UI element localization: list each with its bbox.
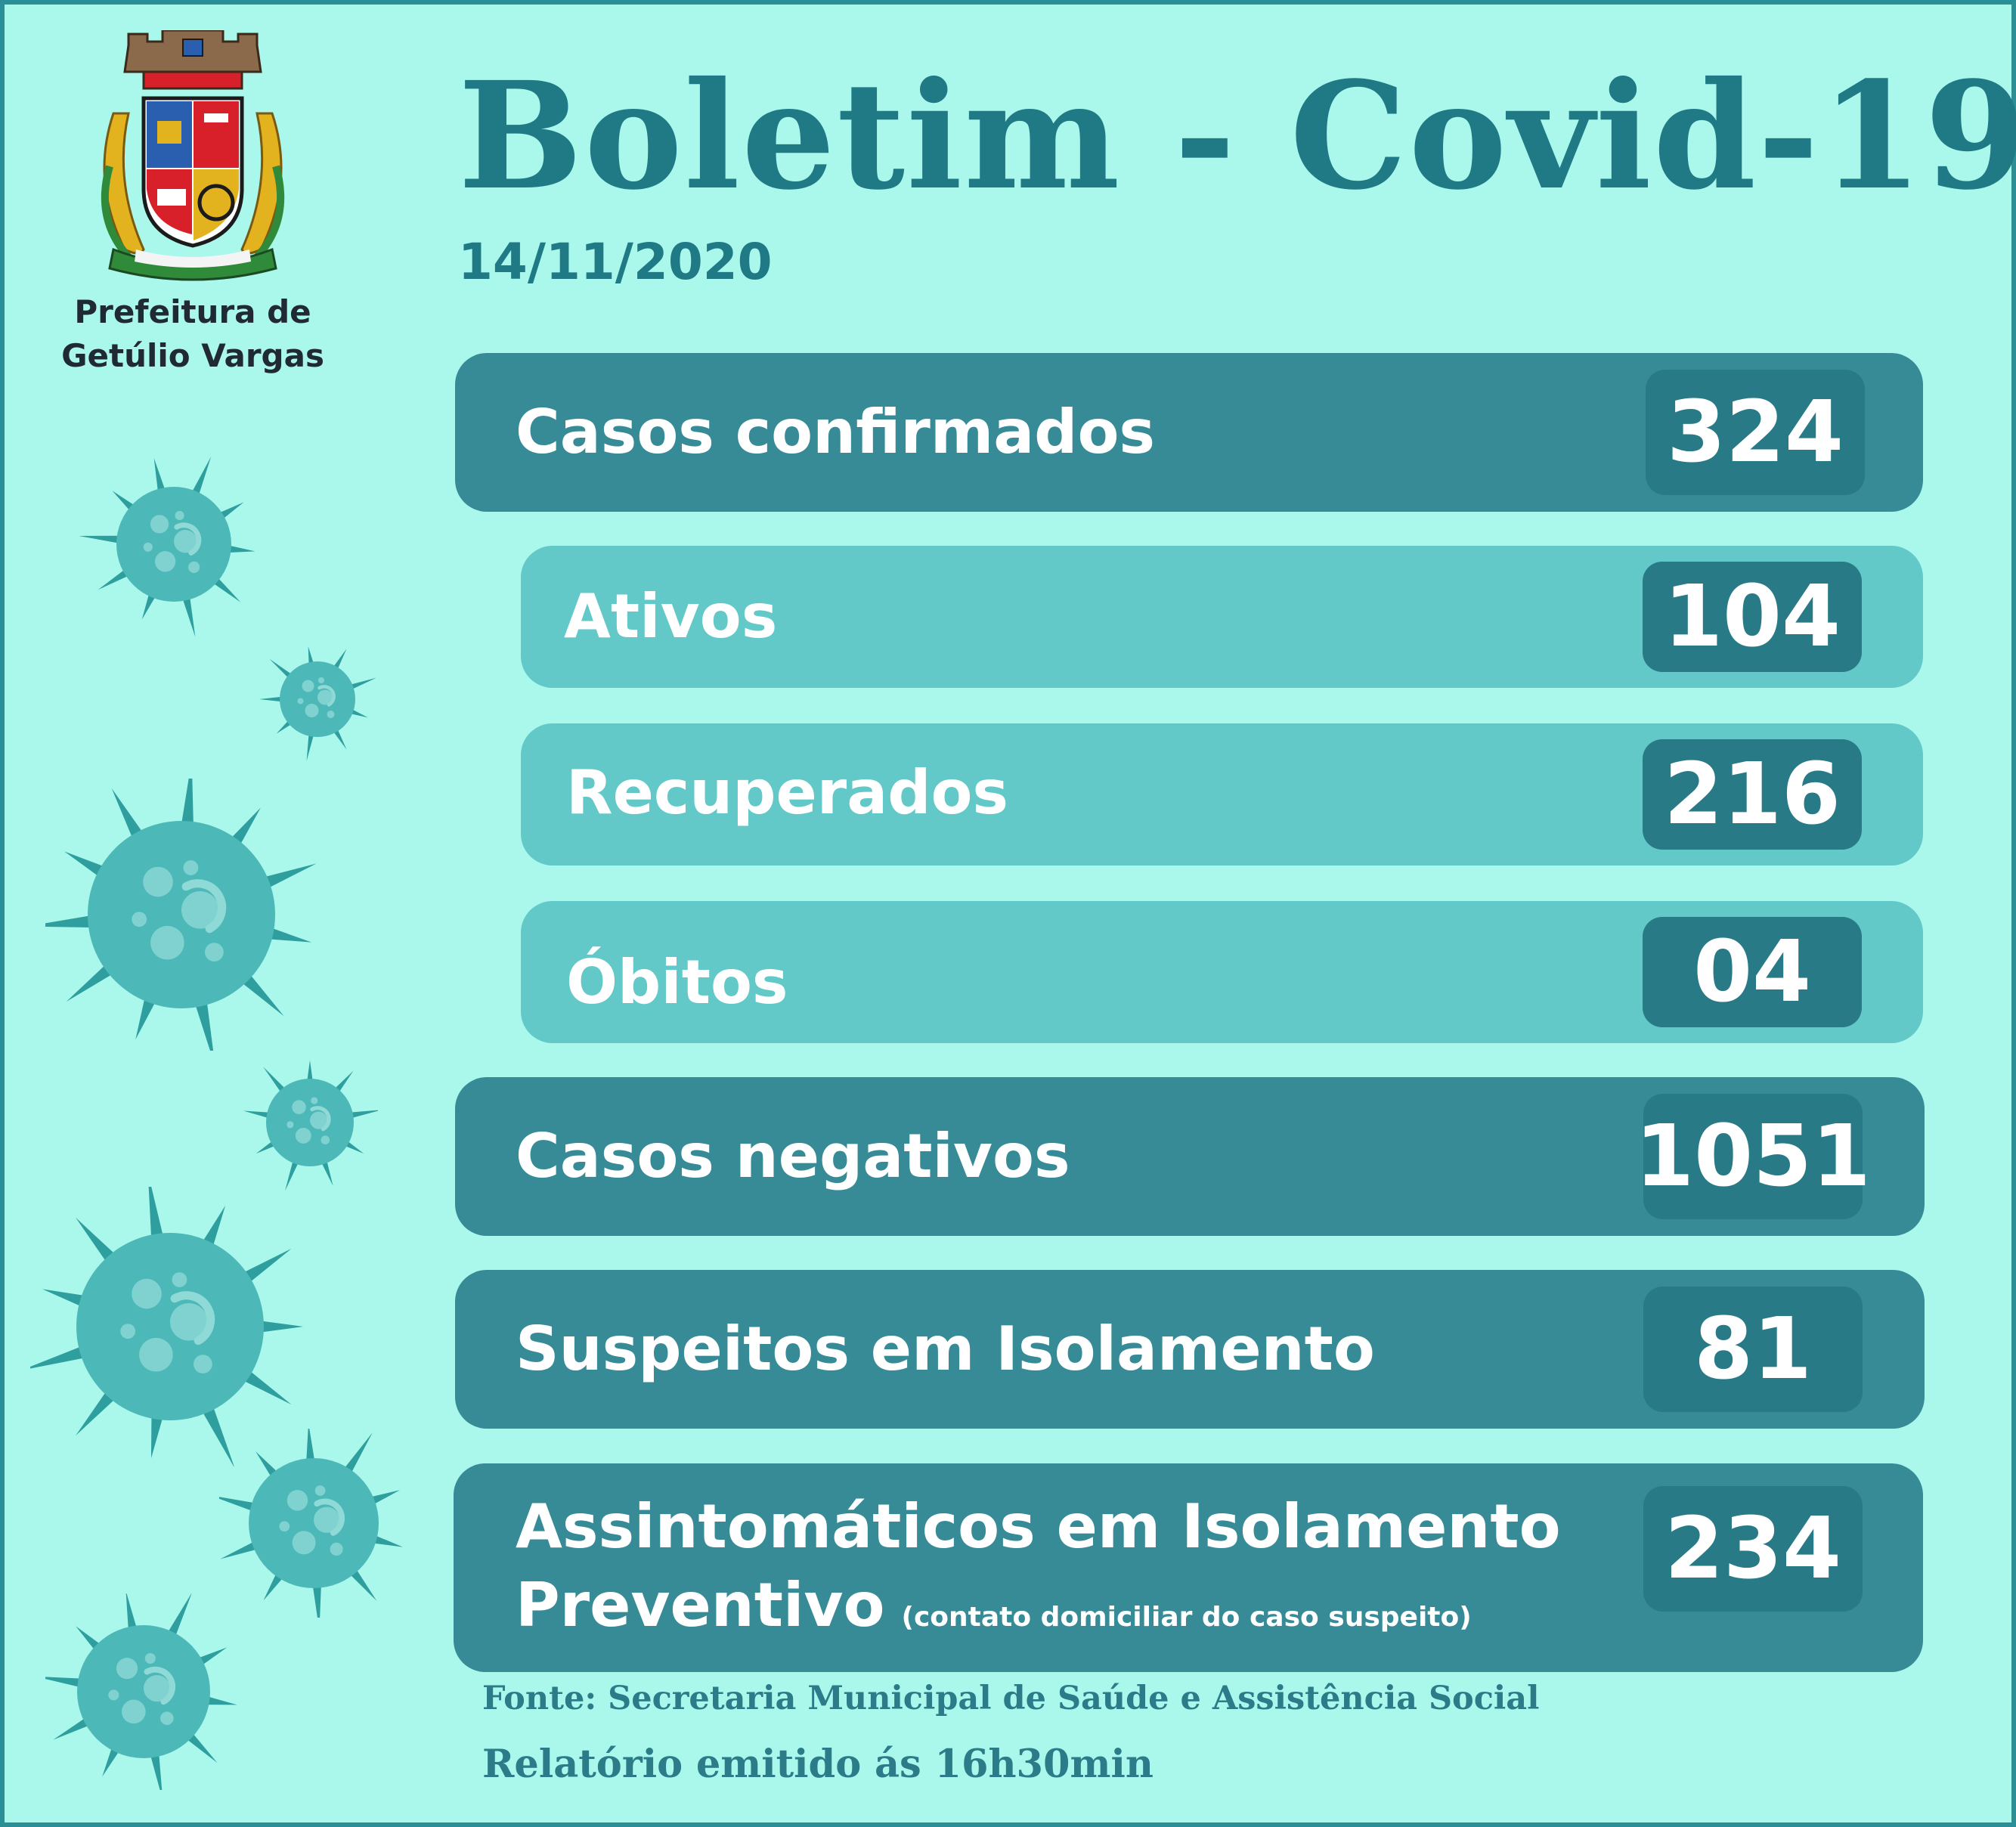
row-deaths: Óbitos 04	[521, 901, 1923, 1043]
org-name-line1: Prefeitura de	[74, 293, 311, 330]
asymptomatic-label: Assintomáticos em Isolamento Preventivo (…	[516, 1488, 1561, 1657]
asymptomatic-label-line2-text: Preventivo	[516, 1570, 885, 1640]
suspected-isolation-value: 81	[1643, 1287, 1863, 1412]
deaths-label: Óbitos	[566, 947, 788, 1017]
row-active-cases: Ativos 104	[521, 546, 1923, 688]
virus-icon	[219, 1429, 403, 1618]
virus-icon	[243, 1060, 378, 1191]
source-note: Fonte: Secretaria Municipal de Saúde e A…	[482, 1680, 1540, 1717]
virus-icon	[30, 1187, 304, 1466]
virus-icon	[259, 646, 376, 761]
virus-icon	[79, 456, 255, 637]
suspected-isolation-label: Suspeitos em Isolamento	[516, 1314, 1375, 1384]
recovered-label: Recuperados	[566, 757, 1009, 828]
row-suspected-isolation: Suspeitos em Isolamento 81	[455, 1270, 1925, 1429]
asymptomatic-value: 234	[1643, 1486, 1863, 1612]
page-title: Boletim - Covid-19	[458, 49, 2016, 222]
deaths-value: 04	[1643, 917, 1862, 1027]
org-name-line2: Getúlio Vargas	[61, 337, 324, 374]
negative-cases-value: 1051	[1635, 1094, 1871, 1219]
asymptomatic-note: (contato domiciliar do caso suspeito)	[901, 1602, 1472, 1633]
virus-icon	[45, 1593, 237, 1790]
report-time: Relatório emitido ás 16h30min	[482, 1742, 1154, 1787]
row-asymptomatic-isolation: Assintomáticos em Isolamento Preventivo (…	[454, 1463, 1923, 1672]
row-negative-cases: Casos negativos 1051	[455, 1077, 1925, 1236]
municipality-name: Prefeitura de Getúlio Vargas	[45, 290, 340, 378]
virus-icon	[45, 779, 317, 1051]
confirmed-cases-label: Casos confirmados	[516, 397, 1156, 467]
asymptomatic-label-line1: Assintomáticos em Isolamento	[516, 1491, 1561, 1562]
coat-of-arms-icon	[101, 30, 285, 281]
bulletin-date: 14/11/2020	[458, 233, 773, 291]
asymptomatic-label-line2: Preventivo (contato domiciliar do caso su…	[516, 1566, 1561, 1657]
confirmed-cases-value: 324	[1646, 370, 1865, 495]
active-cases-value: 104	[1643, 562, 1862, 672]
active-cases-label: Ativos	[564, 581, 778, 652]
row-recovered: Recuperados 216	[521, 723, 1923, 866]
recovered-value: 216	[1643, 739, 1862, 850]
negative-cases-label: Casos negativos	[516, 1121, 1070, 1191]
row-confirmed-cases: Casos confirmados 324	[455, 353, 1923, 512]
